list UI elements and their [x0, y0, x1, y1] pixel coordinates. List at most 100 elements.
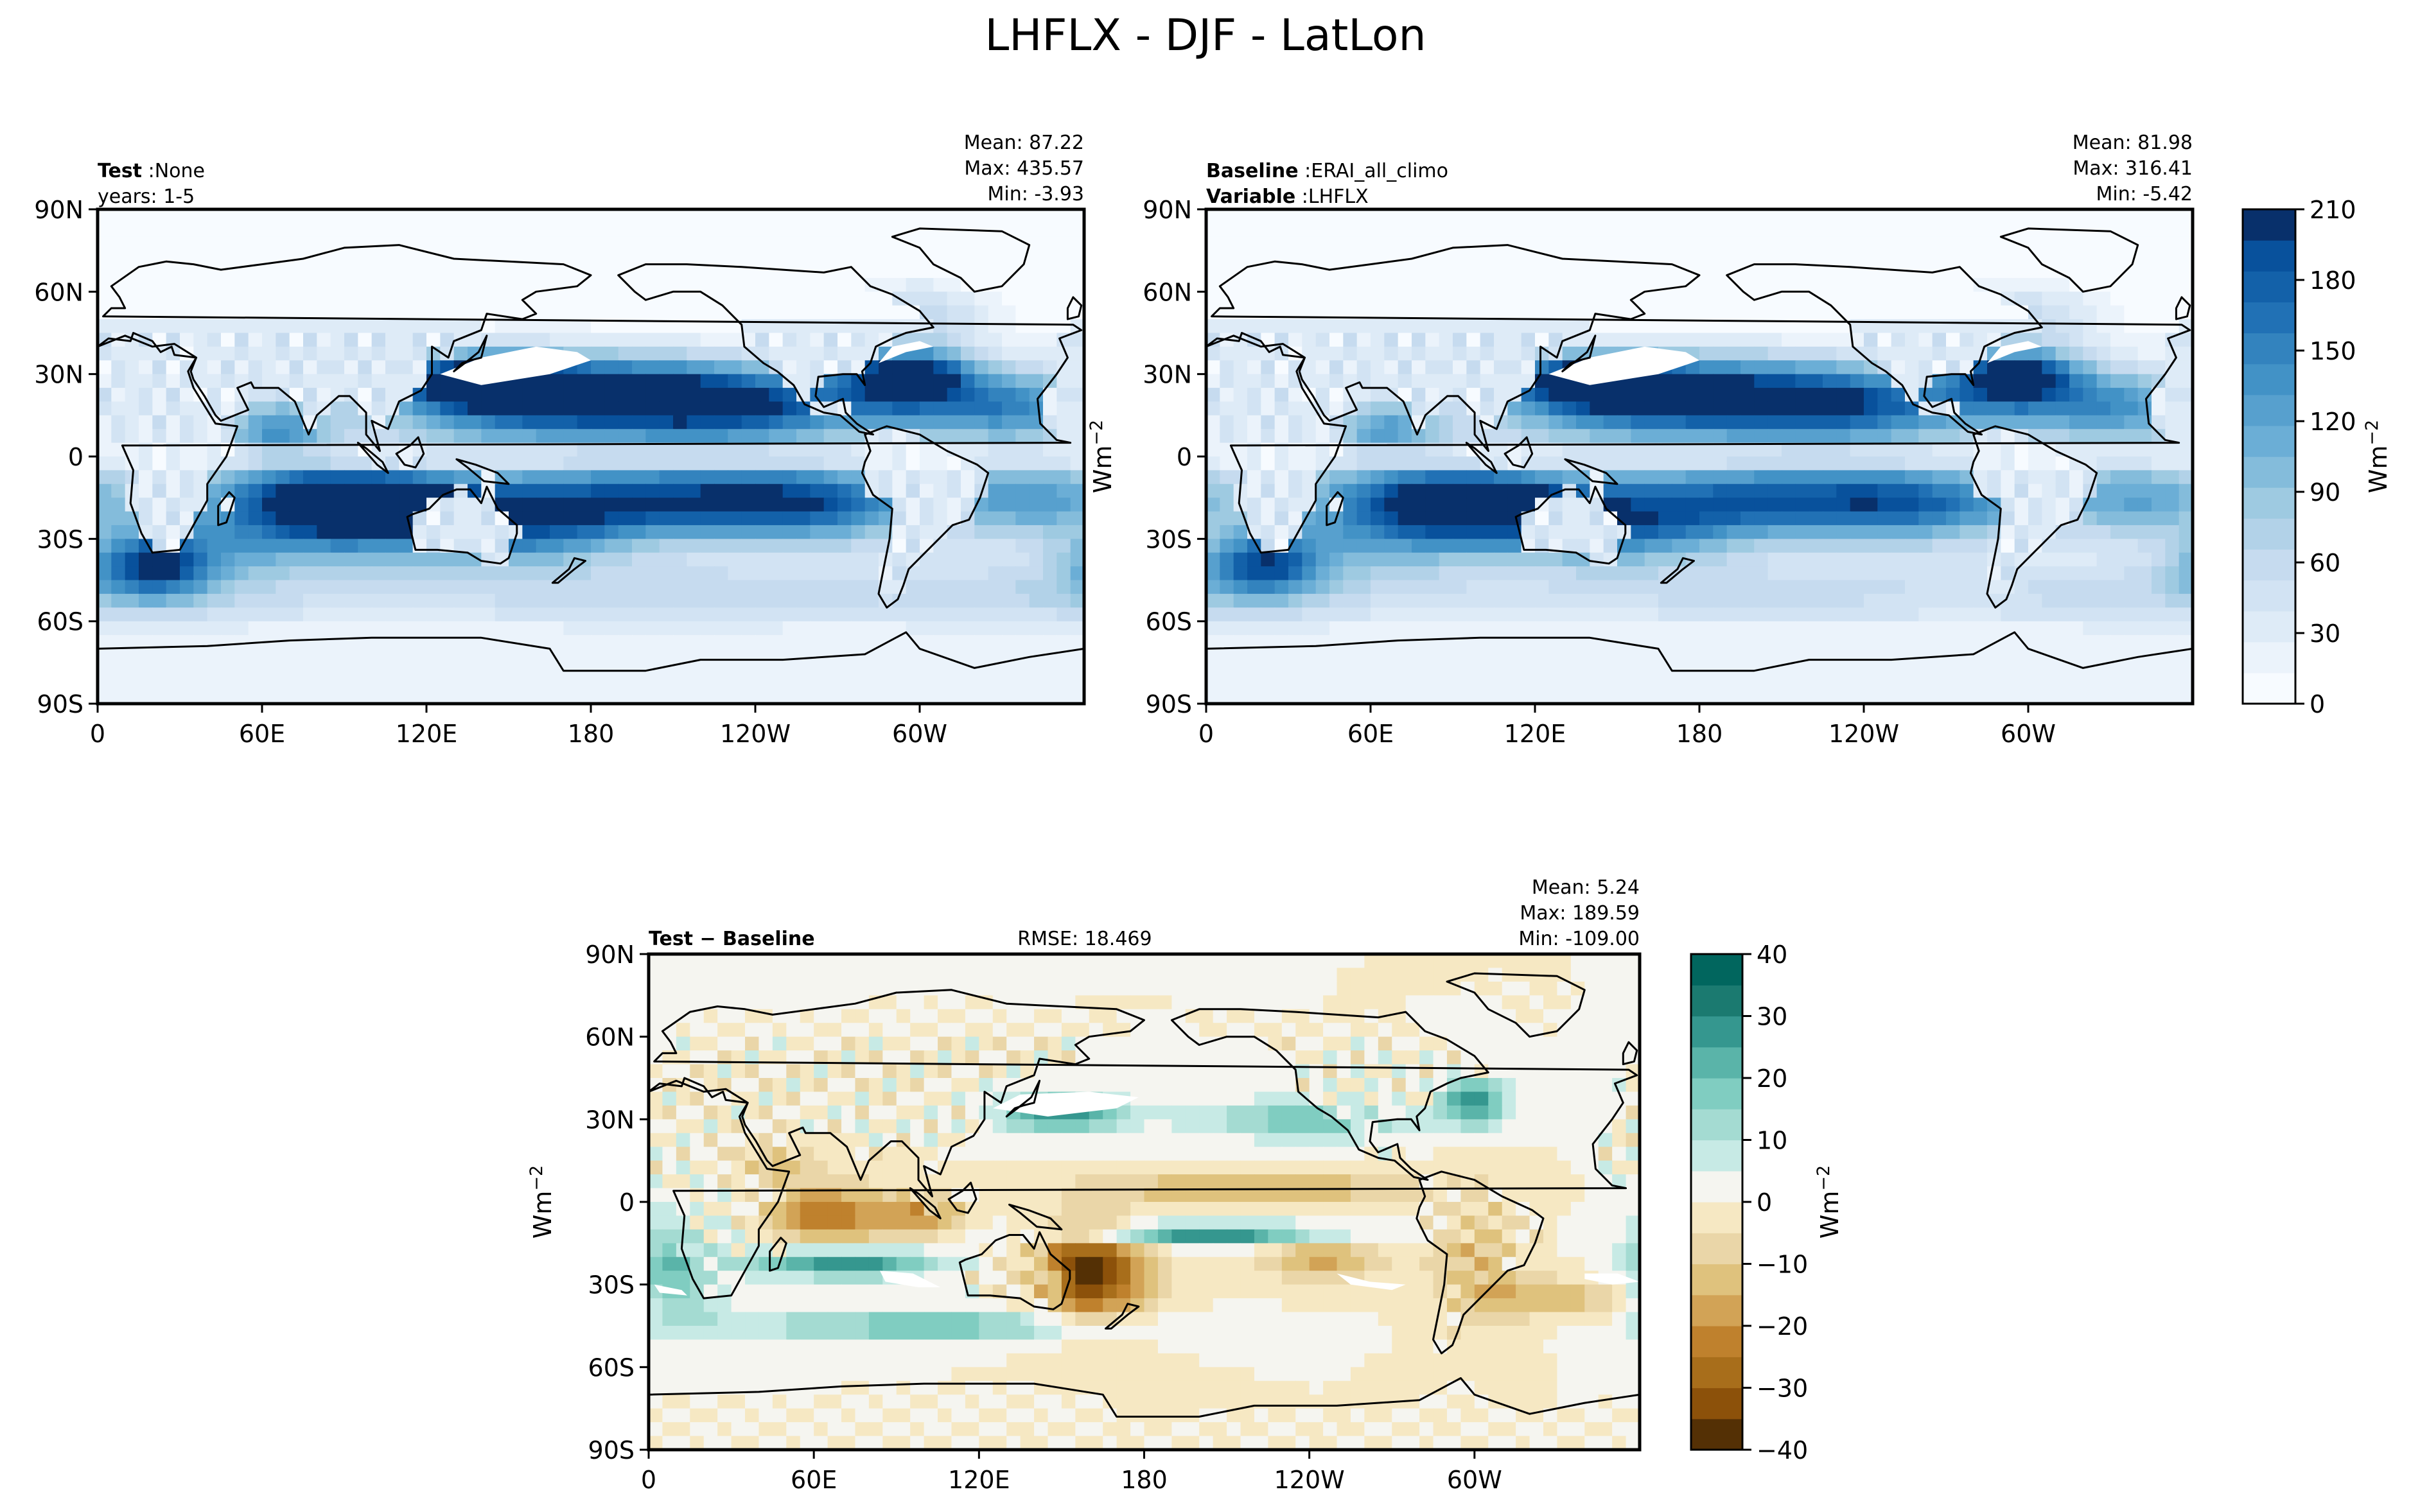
field-cell	[2152, 305, 2166, 320]
field-cell	[1521, 401, 1536, 416]
field-cell	[221, 360, 235, 375]
field-cell	[1507, 305, 1522, 320]
field-cell	[330, 429, 345, 444]
field-cell	[1315, 593, 1330, 608]
field-cell	[1809, 319, 1823, 334]
field-cell	[2055, 593, 2070, 608]
field-cell	[358, 621, 373, 636]
field-cell	[1864, 388, 1878, 403]
field-cell	[193, 333, 208, 347]
field-cell	[604, 401, 619, 416]
field-cell	[1466, 250, 1481, 265]
field-cell	[1767, 498, 1782, 512]
field-cell	[920, 483, 934, 498]
field-cell	[1959, 525, 1974, 539]
field-cell	[221, 346, 235, 361]
field-cell	[1329, 621, 1344, 636]
field-cell	[591, 566, 605, 581]
field-cell	[687, 401, 701, 416]
field-cell	[618, 305, 633, 320]
field-cell	[1726, 470, 1741, 485]
field-cell	[234, 676, 249, 691]
field-cell	[961, 648, 975, 663]
field-cell	[961, 593, 975, 608]
field-cell	[522, 580, 537, 595]
field-cell	[550, 690, 564, 704]
field-cell	[1343, 429, 1358, 444]
field-cell	[1412, 470, 1426, 485]
field-cell	[1644, 635, 1659, 650]
field-cell	[1043, 511, 1057, 526]
field-cell	[412, 250, 427, 265]
field-cell	[1261, 607, 1276, 622]
field-cell	[1740, 291, 1755, 306]
field-cell	[2001, 250, 2015, 265]
field-cell	[1384, 635, 1399, 650]
field-cell	[947, 209, 961, 223]
field-cell	[645, 456, 660, 471]
field-cell	[2028, 470, 2042, 485]
field-cell	[1056, 250, 1071, 265]
field-cell	[851, 580, 866, 595]
field-cell	[1699, 525, 1714, 539]
field-cell	[947, 621, 961, 636]
field-cell	[193, 319, 208, 334]
field-cell	[289, 607, 304, 622]
field-cell	[1548, 525, 1563, 539]
field-cell	[1836, 346, 1851, 361]
field-cell	[248, 525, 263, 539]
field-cell	[920, 456, 934, 471]
field-cell	[1315, 374, 1330, 388]
field-cell	[276, 223, 290, 238]
field-cell	[604, 552, 619, 567]
field-cell	[248, 415, 263, 430]
field-cell	[1823, 305, 1837, 320]
field-cell	[1767, 250, 1782, 265]
field-cell	[563, 635, 578, 650]
field-cell	[1918, 456, 1933, 471]
field-cell	[796, 209, 811, 223]
field-cell	[1494, 388, 1508, 403]
field-cell	[193, 676, 208, 691]
field-cell	[947, 676, 961, 691]
field-cell	[412, 511, 427, 526]
field-cell	[988, 566, 1003, 581]
field-cell	[1864, 593, 1878, 608]
field-cell	[1603, 648, 1618, 663]
field-cell	[769, 305, 784, 320]
field-cell	[1767, 635, 1782, 650]
field-cell	[810, 676, 825, 691]
field-cell	[317, 346, 331, 361]
field-cell	[1644, 580, 1659, 595]
field-cell	[180, 593, 194, 608]
field-cell	[509, 319, 523, 334]
field-cell	[1302, 236, 1317, 251]
field-cell	[1412, 415, 1426, 430]
field-cell	[1302, 264, 1317, 279]
field-cell	[522, 566, 537, 581]
field-cell	[618, 593, 633, 608]
field-cell	[1767, 223, 1782, 238]
field-cell	[563, 277, 578, 292]
field-cell	[371, 223, 386, 238]
field-cell	[1329, 209, 1344, 223]
field-cell	[1494, 236, 1508, 251]
field-cell	[2055, 333, 2070, 347]
field-cell	[1590, 456, 1604, 471]
field-cell	[1864, 209, 1878, 223]
field-cell	[399, 539, 414, 553]
field-cell	[714, 333, 728, 347]
field-cell	[1782, 250, 1796, 265]
field-cell	[453, 483, 468, 498]
field-cell	[1220, 470, 1234, 485]
field-cell	[111, 662, 126, 677]
field-cell	[974, 552, 989, 567]
field-cell	[1590, 264, 1604, 279]
field-cell	[2152, 539, 2166, 553]
field-cell	[1987, 539, 2001, 553]
field-cell	[2152, 607, 2166, 622]
field-cell	[2152, 388, 2166, 403]
field-cell	[1767, 374, 1782, 388]
field-cell	[1398, 456, 1412, 471]
field-cell	[1726, 374, 1741, 388]
